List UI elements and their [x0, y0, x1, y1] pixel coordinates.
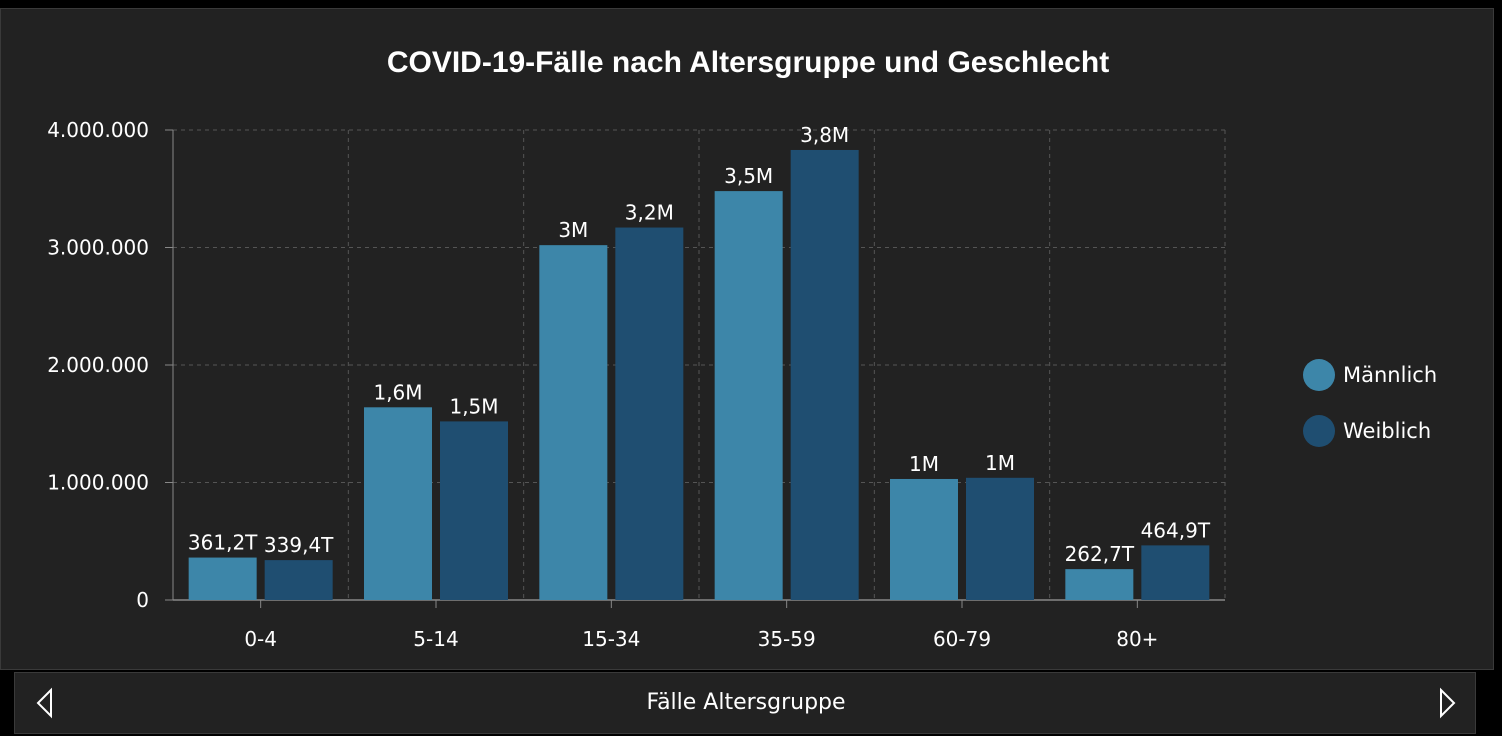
x-tick-label: 60-79 [933, 627, 991, 651]
bar-weiblich[interactable] [615, 227, 684, 600]
bar-maennlich[interactable] [1065, 569, 1134, 600]
data-label: 3,2M [625, 201, 674, 225]
triangle-left-icon [36, 687, 52, 719]
data-label: 262,7T [1065, 542, 1135, 566]
y-tick-label: 3.000.000 [47, 236, 149, 260]
bar-maennlich[interactable] [364, 407, 432, 600]
triangle-right-icon [1440, 687, 1456, 719]
footer-label: Fälle Altersgruppe [646, 690, 846, 715]
legend-item-maennlich[interactable]: Männlich [1303, 358, 1437, 392]
bar-maennlich[interactable] [188, 557, 257, 600]
data-label: 3,5M [724, 164, 773, 188]
y-tick-label: 4.000.000 [47, 118, 149, 142]
legend-label-weiblich: Weiblich [1343, 419, 1432, 443]
legend-swatch-weiblich [1303, 415, 1335, 447]
data-label: 1,6M [373, 380, 422, 404]
bar-weiblich[interactable] [790, 149, 859, 600]
chart-title: COVID-19-Fälle nach Altersgruppe und Ges… [386, 46, 1110, 79]
data-label: 361,2T [188, 531, 258, 555]
y-tick-label: 1.000.000 [47, 471, 149, 495]
data-label: 3,8M [800, 123, 849, 147]
bar-weiblich[interactable] [966, 477, 1034, 600]
bar-weiblich[interactable] [440, 421, 508, 600]
footer-bar: Fälle Altersgruppe [14, 672, 1476, 734]
data-label: 464,9T [1141, 518, 1211, 542]
x-tick-label: 35-59 [758, 627, 816, 651]
data-label: 339,4T [264, 533, 334, 557]
bar-weiblich[interactable] [1141, 545, 1210, 600]
legend-swatch-maennlich [1303, 359, 1335, 391]
bar-maennlich[interactable] [890, 478, 958, 600]
y-tick-label: 0 [136, 588, 149, 612]
x-tick-label: 5-14 [413, 627, 458, 651]
data-label: 1M [985, 451, 1015, 475]
data-label: 3M [558, 218, 588, 242]
chart-panel: COVID-19-Fälle nach Altersgruppe und Ges… [0, 8, 1494, 670]
x-tick-label: 80+ [1116, 627, 1158, 651]
prev-button[interactable] [33, 687, 57, 719]
bar-maennlich[interactable] [539, 245, 608, 600]
bar-maennlich[interactable] [714, 191, 783, 600]
legend-label-maennlich: Männlich [1343, 363, 1438, 387]
chart-plot: 0 1.000.000 2.000.000 3.000.000 4.000.000 0-4… [47, 118, 1226, 651]
next-button[interactable] [1435, 687, 1459, 719]
data-label: 1M [909, 452, 939, 476]
bar-weiblich[interactable] [264, 560, 333, 600]
legend-item-weiblich[interactable]: Weiblich [1303, 414, 1431, 448]
y-tick-label: 2.000.000 [47, 353, 149, 377]
data-label: 1,5M [449, 394, 498, 418]
x-tick-label: 15-34 [582, 627, 640, 651]
x-tick-label: 0-4 [244, 627, 277, 651]
